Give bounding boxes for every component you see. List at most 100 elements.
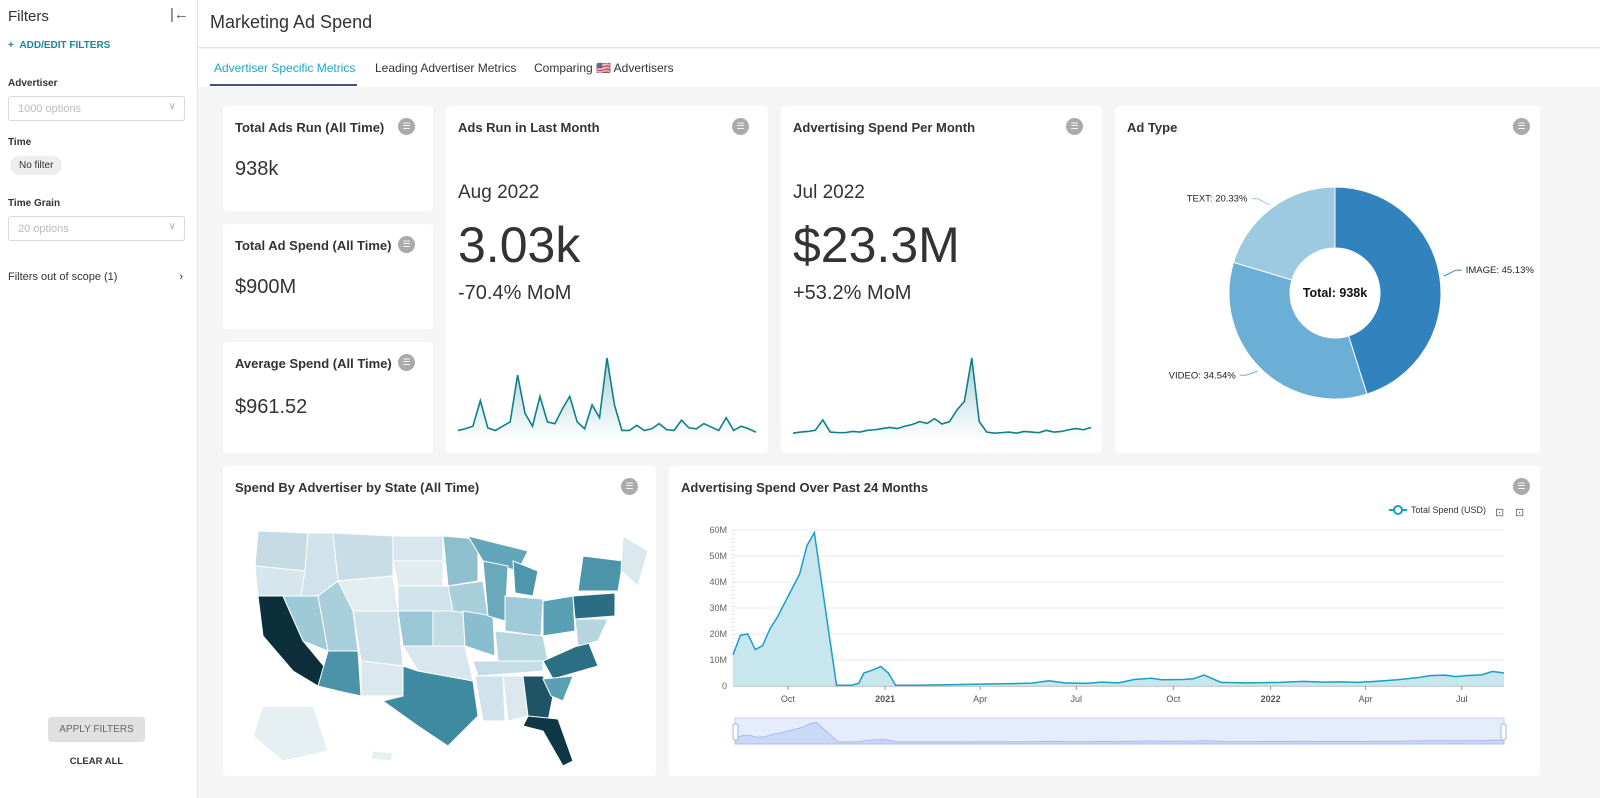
pie-slice-image [1334,186,1442,395]
clear-all-button[interactable]: CLEAR ALL [69,756,124,767]
dashboard-tabs: Advertiser Specific Metrics Leading Adve… [198,49,1600,87]
total-spend-card: Total Ad Spend (All Time) ☰ $900M [223,224,433,329]
x-tick-label: Oct [781,694,796,704]
chevron-down-icon: ∨ [168,101,176,112]
spend-over-time-card: Advertising Spend Over Past 24 Months ☰ … [669,466,1540,776]
state-region [542,675,574,702]
filter-icon[interactable]: ☰ [398,118,415,135]
legend-label: Total Spend (USD) [1411,505,1486,515]
chevron-right-icon: › [179,271,183,283]
x-tick-label: Jul [1456,694,1468,704]
pie-label: IMAGE: 45.13% [1466,265,1535,276]
time-label: Time [8,137,32,148]
state-region [397,585,454,612]
state-region [512,560,539,597]
page-title: Marketing Ad Spend [210,12,373,32]
big-number: $23.3M [793,217,960,273]
y-tick-label: 50M [709,551,727,561]
tab-comparing-advertisers[interactable]: Comparing 🇺🇸 Advertisers [534,61,674,75]
big-number: $961.52 [235,396,308,418]
card-title: Total Ad Spend (All Time) [235,238,392,253]
state-region [370,750,394,762]
x-tick-label: 2021 [875,694,895,704]
filter-icon[interactable]: ☰ [1513,478,1530,495]
filter-sidebar: Filters |← + ADD/EDIT FILTERS Advertiser… [0,0,198,798]
plus-icon: + [8,40,17,51]
card-title: Average Spend (All Time) [235,356,392,371]
sparkline-line [793,357,1091,435]
pie-slice-video [1228,261,1368,400]
state-region [432,610,466,647]
ad-type-card: Ad Type ☰ IMAGE: 45.13% VIDEO: 34.54% TEXT… [1115,106,1540,453]
state-region [574,618,609,647]
filter-icon[interactable]: ☰ [398,354,415,371]
y-tick-label: 40M [709,577,727,587]
tab-advertiser-specific[interactable]: Advertiser Specific Metrics [214,61,356,75]
time-grain-select[interactable]: 20 options ∨ [8,216,185,241]
filter-icon[interactable]: ☰ [621,478,638,495]
state-region [542,640,599,680]
state-map-card: Spend By Advertiser by State (All Time) … [223,466,656,776]
card-title: Ads Run in Last Month [458,120,600,135]
pie-label-line [1239,370,1258,376]
apply-filters-button[interactable]: APPLY FILTERS [48,717,145,742]
filter-icon[interactable]: ☰ [398,236,415,253]
state-region [442,535,479,587]
state-region [522,675,554,722]
collapse-sidebar-icon[interactable]: |← [170,6,189,23]
sparkline [458,357,756,441]
data-zoom-preview [734,721,1505,745]
pie-label: TEXT: 20.33% [1187,194,1248,205]
add-edit-filters-button[interactable]: + ADD/EDIT FILTERS [8,40,111,51]
state-region [352,610,404,667]
state-region [577,555,624,592]
card-title: Advertising Spend Per Month [793,120,976,135]
y-tick-label: 0 [722,681,727,691]
filter-icon[interactable]: ☰ [732,118,749,135]
total-ads-card: Total Ads Run (All Time) ☰ 938k [223,106,433,211]
tab-leading-advertiser[interactable]: Leading Advertiser Metrics [375,61,517,75]
state-region [462,610,496,657]
period-label: Aug 2022 [458,182,540,203]
sparkline-area [793,358,1091,441]
big-number: $900M [235,276,297,298]
series-line [732,530,1505,686]
zoom-icon[interactable]: ⊡ [1495,507,1504,519]
slider-handle-left[interactable] [732,723,739,741]
y-tick-label: 60M [709,525,727,535]
x-tick-label: Jul [1070,694,1082,704]
y-tick-label: 20M [709,629,727,639]
time-filter-chip[interactable]: No filter [10,156,63,175]
advertiser-label: Advertiser [8,78,58,89]
x-tick-label: Oct [1166,694,1181,704]
active-tab-indicator [210,84,357,86]
y-tick-label: 30M [709,603,727,613]
ads-last-month-card: Ads Run in Last Month ☰ Aug 2022 3.03k -… [446,106,768,453]
slider-handle-right[interactable] [1500,723,1507,741]
x-tick-label: Apr [1359,694,1373,704]
state-region [360,660,404,697]
zoom-reset-icon[interactable]: ⊡ [1515,507,1524,519]
state-region [317,650,362,697]
change-label: -70.4% MoM [458,282,572,304]
state-region [254,530,309,572]
state-region [504,595,544,637]
x-tick-label: 2022 [1261,694,1281,704]
filter-icon[interactable]: ☰ [1513,118,1530,135]
area-fill [733,532,1504,686]
period-label: Jul 2022 [793,182,865,203]
big-number: 3.03k [458,217,581,273]
chevron-down-icon: ∨ [168,221,176,232]
state-region [522,715,574,767]
state-region [254,565,306,597]
dashboard-header: Marketing Ad Spend [198,0,1600,48]
state-region [447,580,489,617]
donut-center-label: Total: 938k [1303,286,1367,300]
data-zoom-slider [734,717,1505,745]
filter-icon[interactable]: ☰ [1066,118,1083,135]
filters-out-of-scope[interactable]: Filters out of scope (1) › [8,271,183,283]
advertiser-select[interactable]: 1000 options ∨ [8,96,185,121]
state-region [494,630,549,662]
big-number: 938k [235,158,279,180]
state-region [542,595,576,637]
